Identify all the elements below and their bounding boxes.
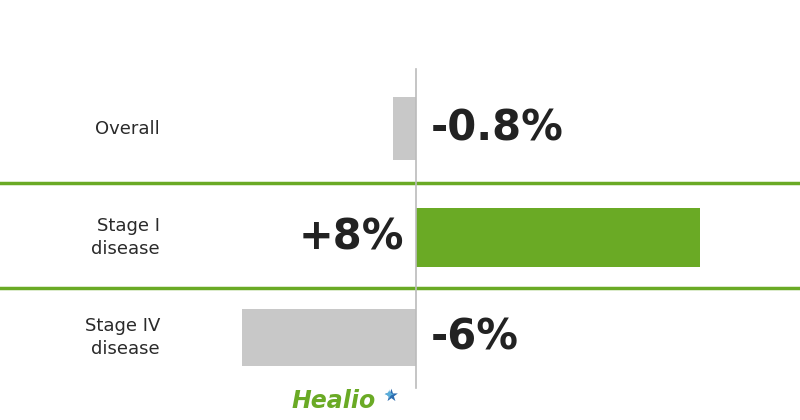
Bar — [416, 208, 700, 267]
Bar — [242, 309, 416, 366]
Text: Overall: Overall — [95, 120, 160, 138]
Text: -6%: -6% — [430, 317, 518, 359]
Text: +8%: +8% — [298, 217, 404, 259]
Text: Healio: Healio — [292, 389, 376, 413]
Text: Stage I
disease: Stage I disease — [91, 217, 160, 258]
Bar — [393, 97, 416, 160]
Text: -0.8%: -0.8% — [430, 108, 563, 150]
Text: ★: ★ — [384, 387, 399, 405]
Text: ✦: ✦ — [384, 390, 394, 403]
Text: Stage IV
disease: Stage IV disease — [85, 317, 160, 358]
Text: Average annual percentage changes in lung cancer incidence: Average annual percentage changes in lun… — [29, 25, 771, 45]
